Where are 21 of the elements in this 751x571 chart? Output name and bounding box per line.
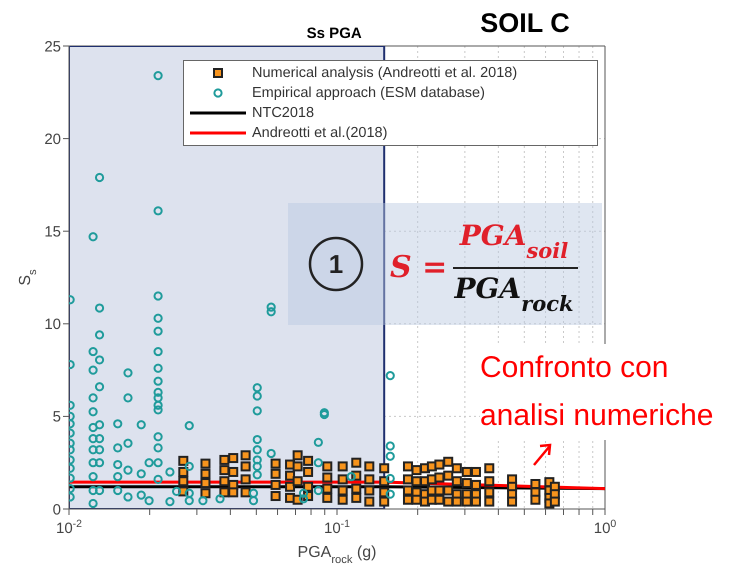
y-tick-label: 10 [44,316,61,334]
legend-label: Andreotti et al.(2018) [252,125,388,141]
chart-title: SOIL C [480,8,570,38]
x-tick-label: 10$^{-2}$ [56,518,82,537]
annotation: 1 [328,249,344,279]
annotation: PGA$_{rock}$ [453,272,574,316]
annotation: Confronto con analisi numeriche [480,344,750,440]
legend-label: NTC2018 [252,105,314,121]
y-tick-label: 0 [52,501,61,518]
y-tick-label: 25 [44,38,61,56]
x-tick-label: 10$^{0}$ [594,518,616,537]
y-tick-label: 15 [44,224,61,241]
legend-label: Empirical approach (ESM database) [252,85,485,101]
x-tick-label: 10$^{-1}$ [324,518,350,537]
annotation: S = [390,250,448,285]
legend-label: Numerical analysis (Andreotti et al. 2018) [252,65,518,81]
annotation: PGA$_{soil}$ [458,219,568,262]
y-tick-label: 20 [44,130,61,148]
y-tick-label: 5 [52,408,61,426]
x-axis-title: PGA$_{rock}$ (g) [298,544,376,566]
band-label: Ss PGA [306,25,362,42]
